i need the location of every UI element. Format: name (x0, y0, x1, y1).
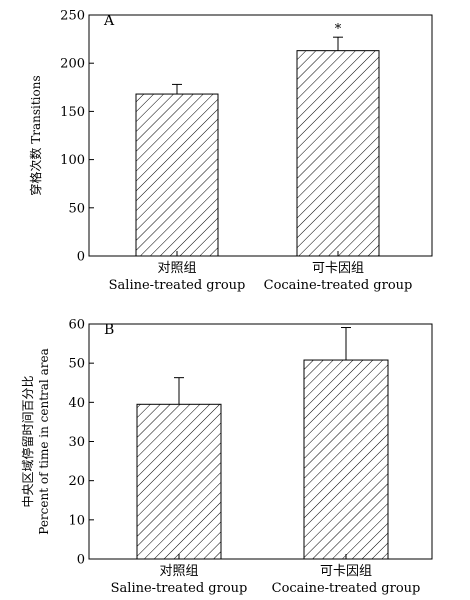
bar (135, 93, 219, 257)
y-tick-label: 50 (68, 201, 85, 216)
y-tick-label: 10 (68, 513, 85, 528)
category-label-en: Cocaine-treated group (264, 278, 413, 293)
y-tick-label: 100 (60, 153, 85, 168)
panel-a-chart: 0 50 100 150 200 250 * 对照组 Saline-treated group 可… (28, 9, 433, 293)
y-tick-label: 0 (77, 553, 85, 568)
y-tick-label: 50 (68, 357, 85, 372)
category-label-en: Saline-treated group (109, 278, 246, 293)
y-tick-label: 200 (60, 57, 85, 72)
y-tick-label: 0 (77, 250, 85, 265)
y-tick-label: 30 (68, 435, 85, 450)
category-label-zh: 可卡因组 (312, 261, 364, 276)
y-axis-label: 穿格次数 Transitions (28, 75, 43, 195)
y-axis-label-line: Percent of time in central area (37, 348, 51, 534)
y-axis-label-line: 中央区域停留时间百分比 (20, 375, 35, 507)
panel-b-chart: 0 10 20 30 40 50 60 对照组 Saline-treated group 可卡因组… (20, 318, 433, 596)
category-label-en: Saline-treated group (111, 581, 248, 596)
y-tick-label: 60 (68, 318, 85, 333)
category-label-zh: 可卡因组 (320, 564, 372, 579)
y-tick-label: 40 (68, 396, 85, 411)
y-tick-label: 150 (60, 105, 85, 120)
significance-marker: * (335, 22, 342, 37)
category-label-zh: 对照组 (159, 564, 198, 579)
category-label-en: Cocaine-treated group (272, 581, 421, 596)
panel-label: A (103, 13, 115, 29)
y-tick-label: 250 (60, 9, 85, 24)
panel-label: B (104, 322, 114, 338)
plot-frame (88, 14, 433, 257)
bar (136, 403, 222, 560)
y-tick-label: 20 (68, 474, 85, 489)
bar (296, 50, 380, 257)
category-label-zh: 对照组 (157, 261, 196, 276)
bar (303, 359, 389, 560)
